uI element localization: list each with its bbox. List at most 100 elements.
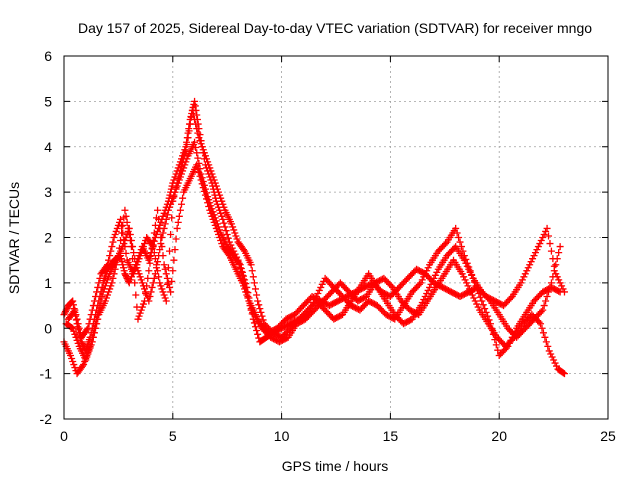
data-point — [251, 323, 259, 331]
data-point — [191, 97, 199, 105]
data-point — [196, 172, 204, 180]
data-point — [463, 262, 471, 270]
data-point — [105, 256, 113, 264]
data-point — [109, 274, 117, 282]
data-point — [541, 333, 549, 341]
data-point — [213, 227, 221, 235]
y-tick-label: 6 — [44, 48, 52, 64]
data-point — [542, 338, 550, 346]
data-point — [547, 279, 555, 287]
data-point — [176, 206, 184, 214]
data-point — [209, 215, 217, 223]
data-point — [539, 329, 547, 337]
data-point — [94, 315, 102, 323]
data-point — [216, 191, 224, 199]
data-point — [151, 221, 159, 229]
data-point — [540, 230, 548, 238]
data-point — [203, 155, 211, 163]
data-point — [235, 259, 243, 267]
data-point — [157, 282, 165, 290]
data-point — [555, 249, 563, 257]
data-point — [559, 369, 567, 377]
data-point — [89, 333, 97, 341]
data-point — [102, 294, 110, 302]
y-tick-label: 4 — [44, 139, 52, 155]
data-point — [464, 282, 472, 290]
y-tick-label: -2 — [40, 411, 53, 427]
data-point — [138, 246, 146, 254]
data-point — [107, 247, 115, 255]
data-point — [82, 356, 90, 364]
data-point — [214, 188, 222, 196]
data-point — [243, 291, 251, 299]
series-track-d — [64, 106, 564, 341]
data-point — [548, 353, 556, 361]
data-point — [553, 255, 561, 263]
data-point — [69, 297, 77, 305]
data-point — [195, 168, 203, 176]
data-point — [162, 297, 170, 305]
data-point — [162, 270, 170, 278]
data-point — [68, 355, 76, 362]
data-point — [524, 264, 532, 272]
data-point — [214, 230, 222, 238]
data-point — [545, 347, 553, 355]
data-point — [122, 212, 130, 220]
y-tick-label: 5 — [44, 93, 52, 109]
data-point — [517, 279, 525, 287]
data-point — [70, 361, 78, 369]
data-point — [130, 249, 138, 257]
data-point — [257, 308, 265, 316]
data-point — [317, 283, 325, 291]
data-point — [521, 270, 529, 278]
data-point — [556, 243, 564, 251]
data-point — [139, 243, 147, 251]
data-point — [159, 288, 167, 296]
data-point — [146, 252, 154, 260]
data-point — [83, 353, 91, 361]
data-point — [201, 191, 209, 199]
data-point — [111, 230, 119, 238]
data-point — [222, 227, 230, 235]
data-point — [417, 302, 425, 310]
data-point — [132, 264, 140, 272]
data-point — [481, 305, 489, 313]
data-point — [224, 234, 232, 242]
data-point — [212, 224, 220, 232]
data-point — [537, 237, 545, 245]
data-point — [552, 261, 560, 269]
data-point — [191, 102, 199, 110]
data-point — [160, 261, 168, 269]
data-point — [442, 240, 450, 248]
data-point — [180, 155, 188, 163]
data-point — [533, 246, 541, 254]
data-point — [209, 173, 217, 181]
data-point — [179, 194, 187, 202]
data-point — [143, 282, 151, 290]
data-point — [175, 170, 183, 178]
data-point — [476, 293, 484, 301]
data-point — [254, 297, 262, 305]
data-point — [170, 193, 178, 201]
data-point — [75, 324, 83, 332]
data-point — [161, 220, 169, 228]
data-point — [105, 273, 113, 281]
data-point — [162, 215, 170, 223]
data-point — [126, 237, 134, 245]
data-point — [136, 252, 144, 260]
x-tick-label: 20 — [491, 428, 507, 444]
data-point — [135, 255, 143, 263]
data-points — [60, 97, 568, 378]
data-point — [236, 261, 244, 269]
data-point — [173, 224, 181, 232]
data-point — [217, 194, 225, 202]
data-point — [233, 235, 241, 243]
data-point — [143, 291, 151, 299]
data-point — [71, 364, 79, 372]
data-point — [531, 249, 539, 257]
data-point — [149, 279, 157, 287]
data-point — [102, 262, 110, 270]
data-point — [150, 249, 158, 257]
data-point — [247, 261, 255, 269]
data-point — [535, 318, 543, 326]
